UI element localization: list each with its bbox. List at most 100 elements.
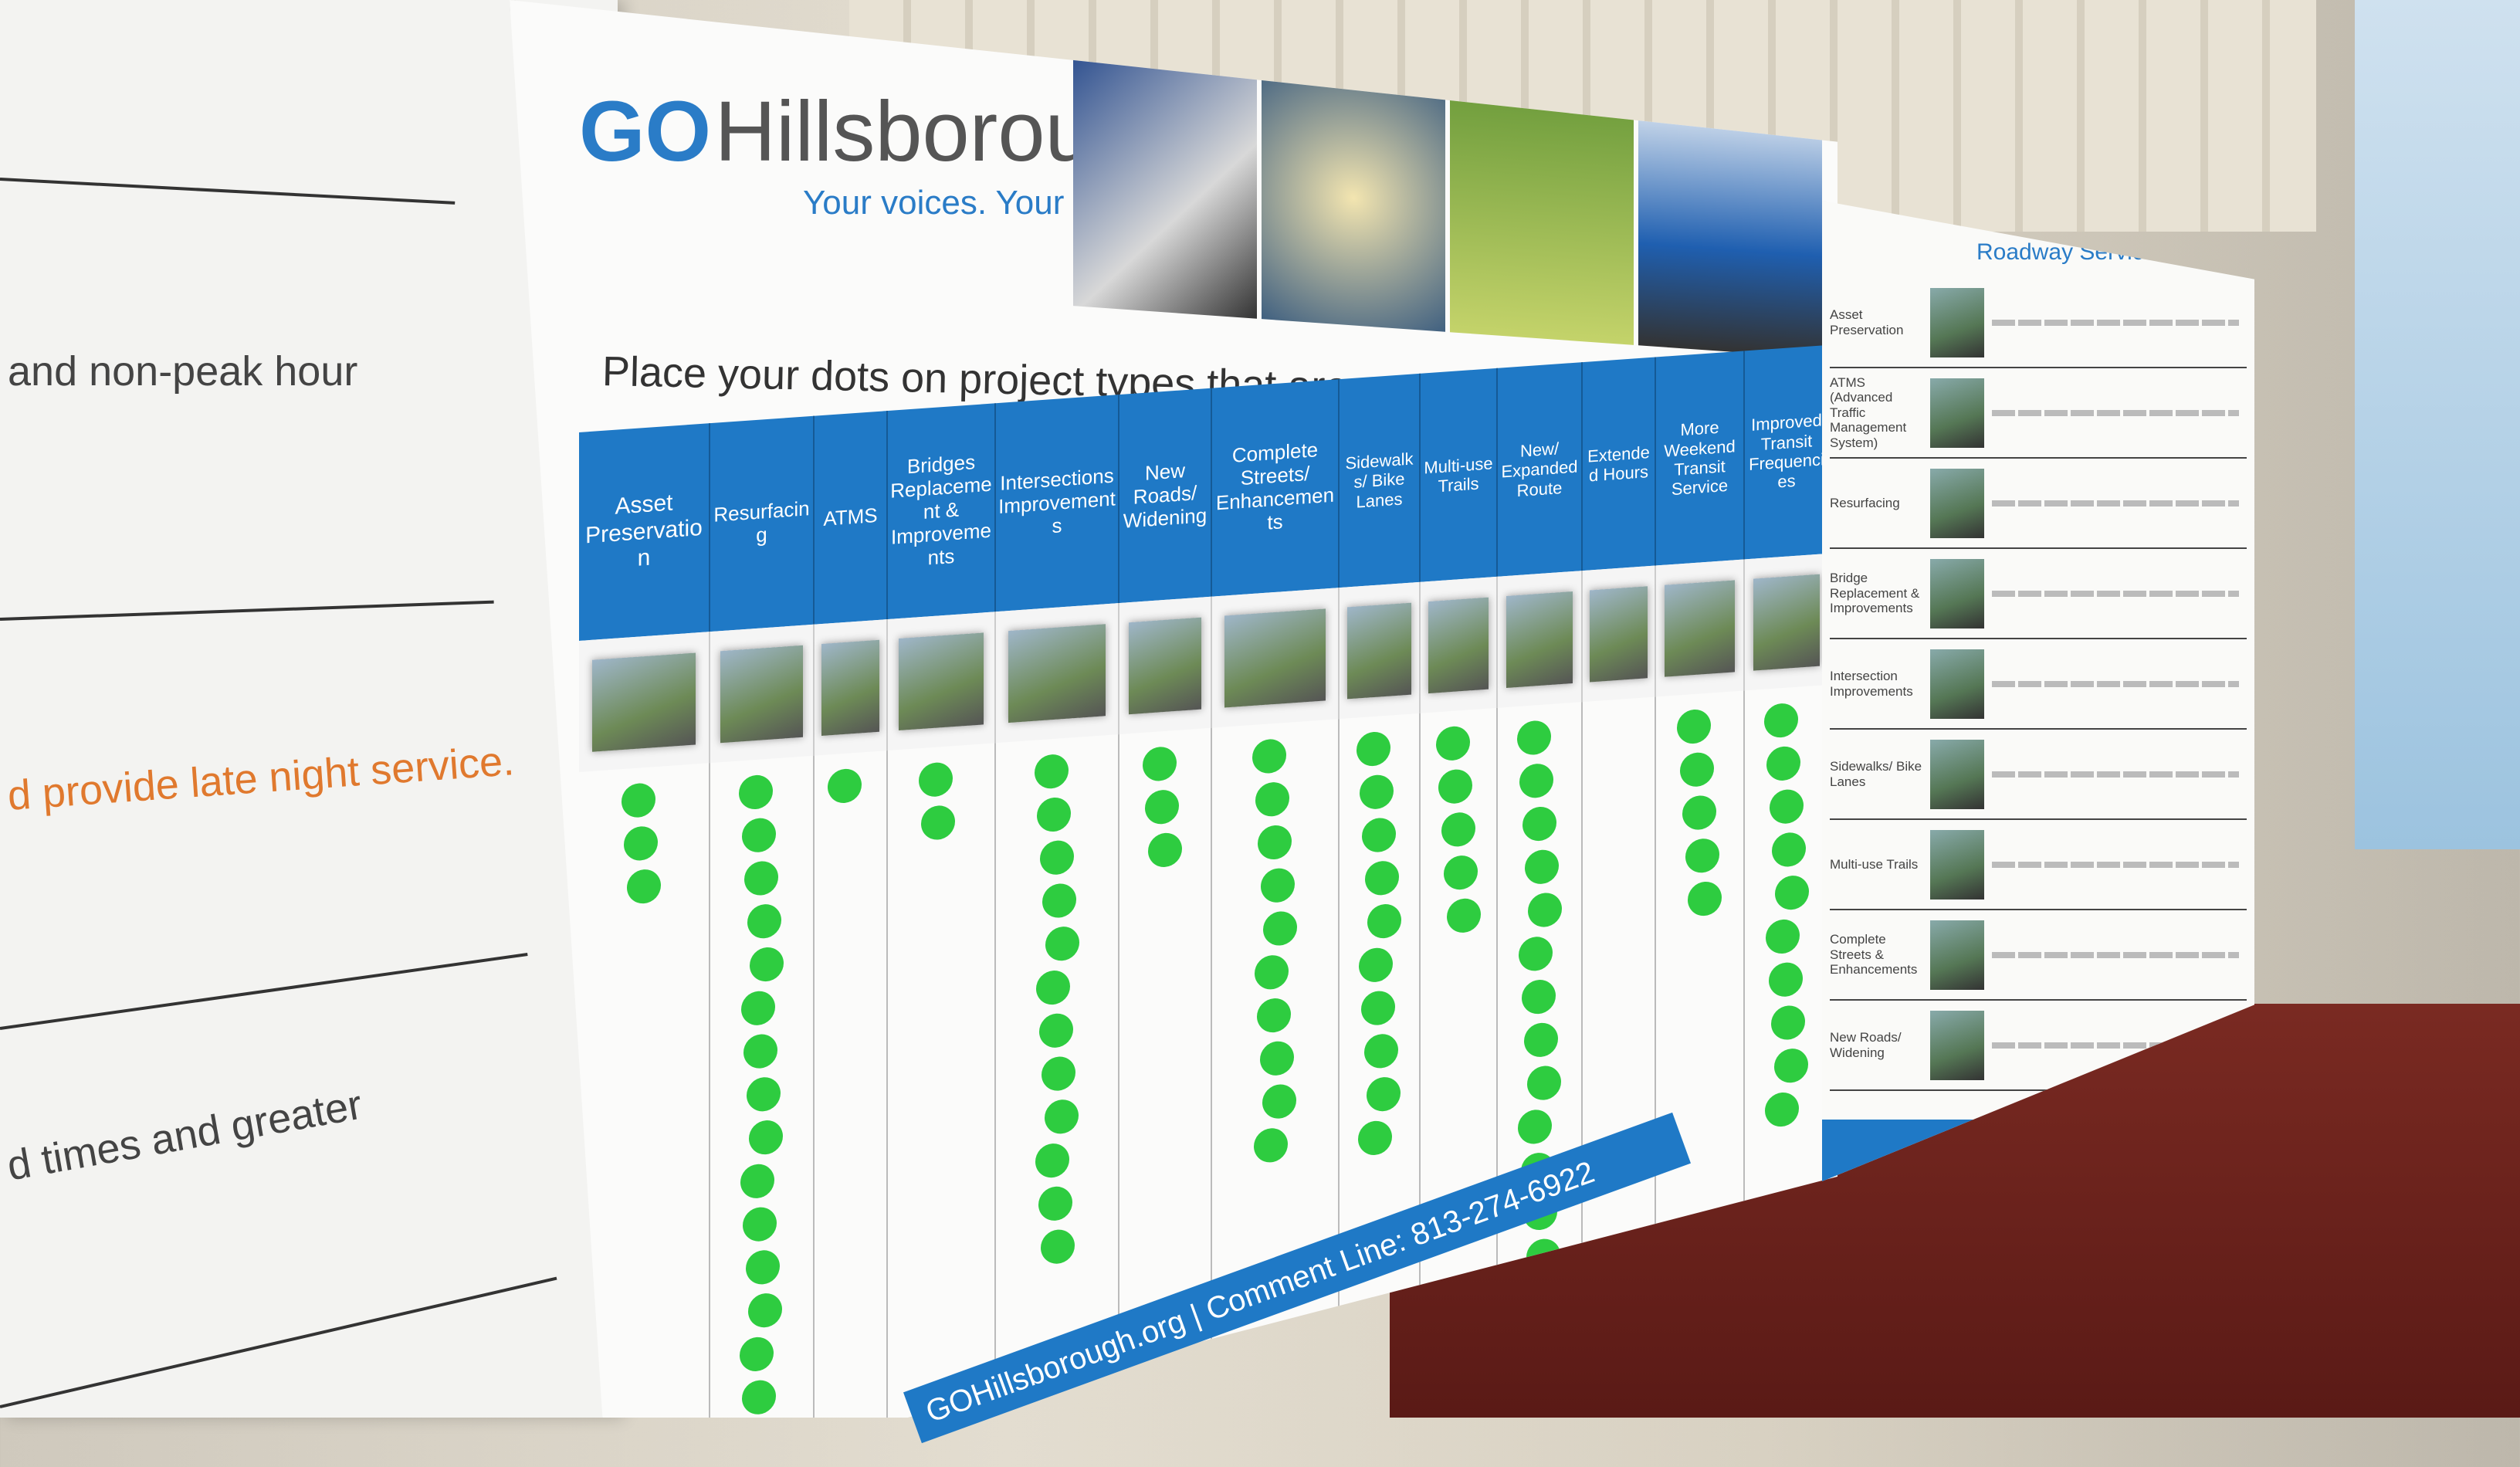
vote-dot bbox=[1359, 774, 1394, 811]
vote-dot bbox=[1044, 1098, 1079, 1135]
vote-dot bbox=[1038, 1012, 1073, 1049]
project-photo bbox=[1428, 597, 1489, 693]
row-description bbox=[1992, 951, 2239, 958]
vote-dot bbox=[921, 804, 955, 842]
definition-row: Bridge Replacement & Improvements bbox=[1830, 549, 2247, 639]
column-header: Resurfacing bbox=[710, 415, 815, 632]
vote-dot bbox=[739, 1336, 774, 1373]
vote-dot bbox=[1521, 978, 1556, 1015]
vote-dot bbox=[1041, 1228, 1075, 1265]
board-text: d provide late night service. bbox=[5, 737, 516, 819]
row-photo bbox=[1930, 649, 1984, 719]
definition-row: Intersection Improvements bbox=[1830, 639, 2247, 730]
vote-dot bbox=[747, 903, 781, 940]
row-photo bbox=[1930, 287, 1984, 357]
column-image-cell bbox=[815, 619, 888, 756]
row-description bbox=[1992, 1042, 2239, 1049]
vote-dot bbox=[1435, 725, 1470, 762]
definition-row: Asset Preservation bbox=[1830, 278, 2247, 368]
definition-row: Multi-use Trails bbox=[1830, 820, 2247, 910]
vote-dot bbox=[1257, 997, 1291, 1034]
vote-dot bbox=[1766, 745, 1800, 782]
divider bbox=[0, 178, 456, 205]
project-photo bbox=[720, 645, 803, 743]
dot-column bbox=[710, 755, 815, 1418]
row-photo bbox=[1930, 829, 1984, 900]
dot-column bbox=[815, 750, 888, 1418]
vote-dot bbox=[1518, 1108, 1552, 1145]
vote-dot bbox=[1768, 961, 1803, 998]
photo-train-passenger bbox=[1073, 51, 1257, 319]
column-header: Asset Preservation bbox=[579, 423, 710, 641]
vote-dot bbox=[1677, 708, 1711, 745]
vote-dot bbox=[1363, 1032, 1398, 1069]
column-header: ATMS bbox=[815, 411, 888, 625]
vote-dot bbox=[1362, 817, 1396, 854]
column-image-cell bbox=[1745, 553, 1830, 691]
vote-dot bbox=[1765, 1091, 1799, 1128]
vote-dot bbox=[744, 859, 778, 897]
vote-dot bbox=[1763, 702, 1798, 739]
project-photo bbox=[1665, 579, 1735, 677]
divider bbox=[0, 952, 528, 1030]
row-photo bbox=[1930, 920, 1984, 990]
definition-row: ATMS (Advanced Traffic Management System… bbox=[1830, 368, 2247, 459]
column-image-cell bbox=[1656, 559, 1745, 697]
vote-dot bbox=[1526, 1065, 1561, 1102]
row-photo bbox=[1930, 1010, 1984, 1080]
vote-dot bbox=[626, 868, 661, 905]
vote-dot bbox=[1036, 969, 1070, 1006]
vote-dot bbox=[1524, 1021, 1558, 1059]
column-image-cell bbox=[1583, 565, 1656, 703]
row-photo bbox=[1930, 739, 1984, 809]
vote-dot bbox=[918, 761, 953, 798]
vote-dot bbox=[1772, 831, 1806, 868]
vote-dot bbox=[1771, 1004, 1805, 1042]
vote-dot bbox=[1522, 805, 1556, 842]
vote-dot bbox=[1444, 854, 1478, 891]
vote-dot bbox=[1361, 990, 1395, 1027]
row-photo bbox=[1930, 558, 1984, 628]
vote-dot bbox=[742, 1379, 776, 1416]
vote-dot bbox=[1685, 837, 1719, 874]
vote-dot bbox=[1358, 947, 1393, 984]
vote-dot bbox=[1263, 910, 1297, 947]
right-poster-title: Roadway Service Improvements bbox=[1976, 239, 2310, 265]
column-header: Bridges Replacement & Improvements bbox=[888, 403, 996, 620]
vote-dot bbox=[745, 1248, 780, 1286]
definitions-list: Asset Preservation ATMS (Advanced Traffic… bbox=[1830, 278, 2247, 1091]
vote-dot bbox=[1262, 1083, 1296, 1120]
column-image-cell bbox=[710, 624, 815, 764]
vote-dot bbox=[1367, 1076, 1401, 1113]
vote-dot bbox=[740, 990, 775, 1027]
vote-dot bbox=[1042, 1055, 1075, 1093]
vote-dot bbox=[1438, 768, 1472, 805]
vote-dot bbox=[1769, 788, 1804, 825]
left-board: and non-peak hour d provide late night s… bbox=[0, 0, 618, 1418]
vote-dot bbox=[750, 946, 784, 983]
column-header: Sidewalks/ Bike Lanes bbox=[1340, 373, 1421, 588]
row-description bbox=[1992, 319, 2239, 326]
definition-row: Sidewalks/ Bike Lanes bbox=[1830, 730, 2247, 820]
vote-dot bbox=[1259, 1040, 1294, 1077]
row-label: Sidewalks/ Bike Lanes bbox=[1830, 758, 1922, 789]
vote-dot bbox=[1519, 762, 1553, 799]
vote-dot bbox=[624, 825, 658, 862]
vote-dot bbox=[1045, 925, 1079, 962]
column-image-cell bbox=[1340, 581, 1421, 720]
vote-dot bbox=[1252, 737, 1286, 775]
project-photo bbox=[821, 639, 879, 736]
row-label: Asset Preservation bbox=[1830, 307, 1904, 337]
vote-dot bbox=[1766, 918, 1800, 955]
dot-voting-poster: GO Hillsborough Your voices. Your choice… bbox=[510, 0, 1838, 1418]
map-poster bbox=[2355, 0, 2520, 849]
project-photo bbox=[1128, 617, 1202, 714]
column-header: Extended Hours bbox=[1583, 357, 1656, 571]
vote-dot bbox=[828, 767, 862, 805]
row-label: ATMS (Advanced Traffic Management System… bbox=[1830, 374, 1907, 450]
vote-dot bbox=[1357, 1120, 1392, 1157]
column-image-cell bbox=[888, 612, 996, 751]
board-text: d times and greater bbox=[3, 1081, 366, 1190]
row-label: Complete Streets & Enhancements bbox=[1830, 932, 1918, 977]
photo-bicycle bbox=[1450, 77, 1634, 345]
